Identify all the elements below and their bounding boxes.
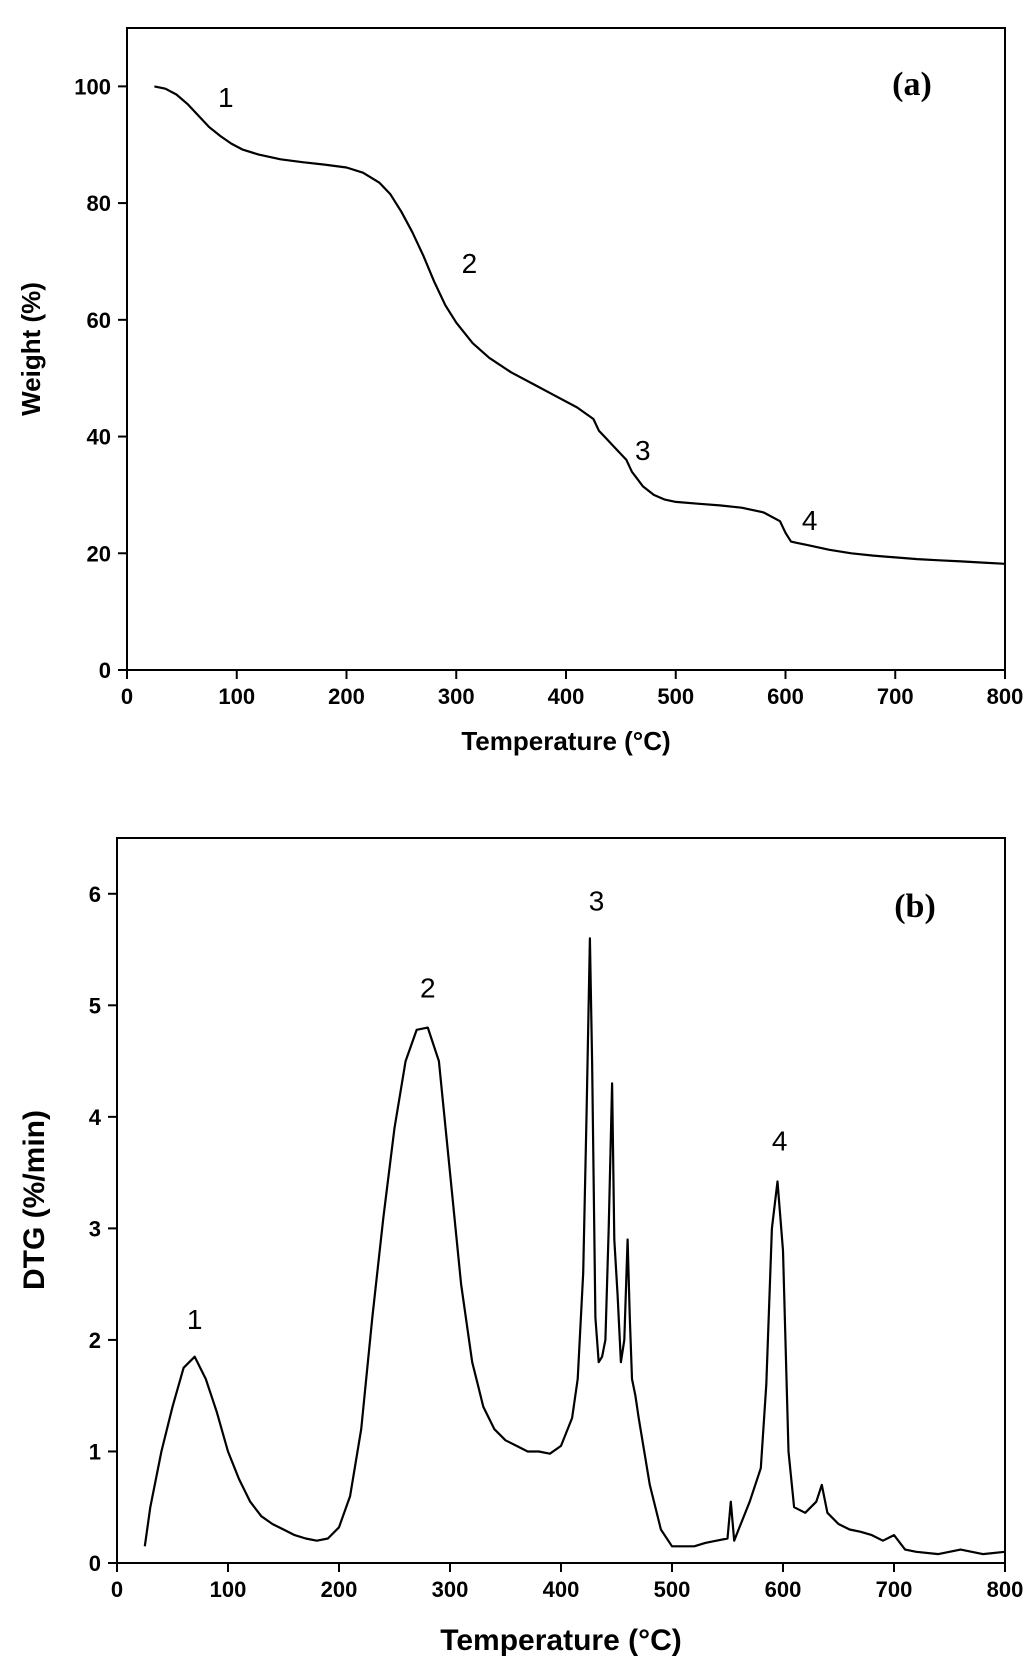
y-axis-title: Weight (%): [16, 282, 46, 416]
y-tick-label: 3: [89, 1216, 101, 1241]
peak-label: 4: [802, 505, 818, 536]
x-tick-label: 100: [218, 684, 255, 709]
panel-b-dtg-chart: 0 100 200 300 400 500 600 700 800 0 1 2 3 4 5 6 Temperat…: [18, 837, 1024, 1657]
y-tick-label: 80: [87, 191, 111, 216]
plot-frame: [116, 837, 1006, 1564]
x-tick-label: 300: [438, 684, 475, 709]
x-tick-label: 800: [987, 684, 1024, 709]
x-tick-label: 700: [877, 684, 914, 709]
x-tick-label: 500: [654, 1577, 691, 1602]
peak-label: 4: [772, 1125, 788, 1156]
y-tick-label: 4: [89, 1105, 102, 1130]
x-tick-label: 600: [767, 684, 804, 709]
x-tick-label: 400: [548, 684, 585, 709]
peak-label: 2: [462, 248, 478, 279]
x-tick-label: 600: [765, 1577, 802, 1602]
y-tick-label: 1: [89, 1439, 101, 1464]
series-line: [143, 937, 1006, 1556]
y-tick-label: 40: [87, 425, 111, 450]
panel-label: (a): [892, 66, 932, 103]
y-tick-label: 0: [99, 658, 111, 683]
x-tick-label: 100: [210, 1577, 247, 1602]
y-tick-label: 20: [87, 541, 111, 566]
x-tick-label: 200: [328, 684, 365, 709]
plot-frame: [126, 27, 1006, 671]
x-tick-label: 400: [543, 1577, 580, 1602]
peak-label: 3: [635, 435, 651, 466]
y-tick-label: 5: [89, 993, 101, 1018]
panel-label: (b): [894, 888, 936, 925]
y-tick-label: 60: [87, 308, 111, 333]
x-tick-label: 200: [321, 1577, 358, 1602]
x-tick-label: 800: [987, 1577, 1024, 1602]
x-tick-label: 500: [657, 684, 694, 709]
y-tick-label: 0: [89, 1551, 101, 1576]
peak-label: 1: [218, 82, 234, 113]
peak-label: 2: [420, 973, 436, 1004]
y-axis-title: DTG (%/min): [18, 1110, 51, 1290]
panel-a-weight-chart: 0 100 200 300 400 500 600 700 800 0 20 40 60 80 100 Tem…: [16, 27, 1024, 756]
y-tick-label: 2: [89, 1328, 101, 1353]
x-axis-title: Temperature (°C): [461, 726, 670, 756]
x-tick-label: 300: [432, 1577, 469, 1602]
peak-label: 3: [589, 886, 605, 917]
x-tick-label: 0: [121, 684, 133, 709]
y-tick-label: 6: [89, 882, 101, 907]
y-tick-label: 100: [74, 74, 111, 99]
x-axis-title: Temperature (°C): [440, 1624, 681, 1657]
peak-label: 1: [187, 1304, 203, 1335]
series-line: [154, 85, 1006, 565]
x-tick-label: 700: [876, 1577, 913, 1602]
x-tick-label: 0: [111, 1577, 123, 1602]
